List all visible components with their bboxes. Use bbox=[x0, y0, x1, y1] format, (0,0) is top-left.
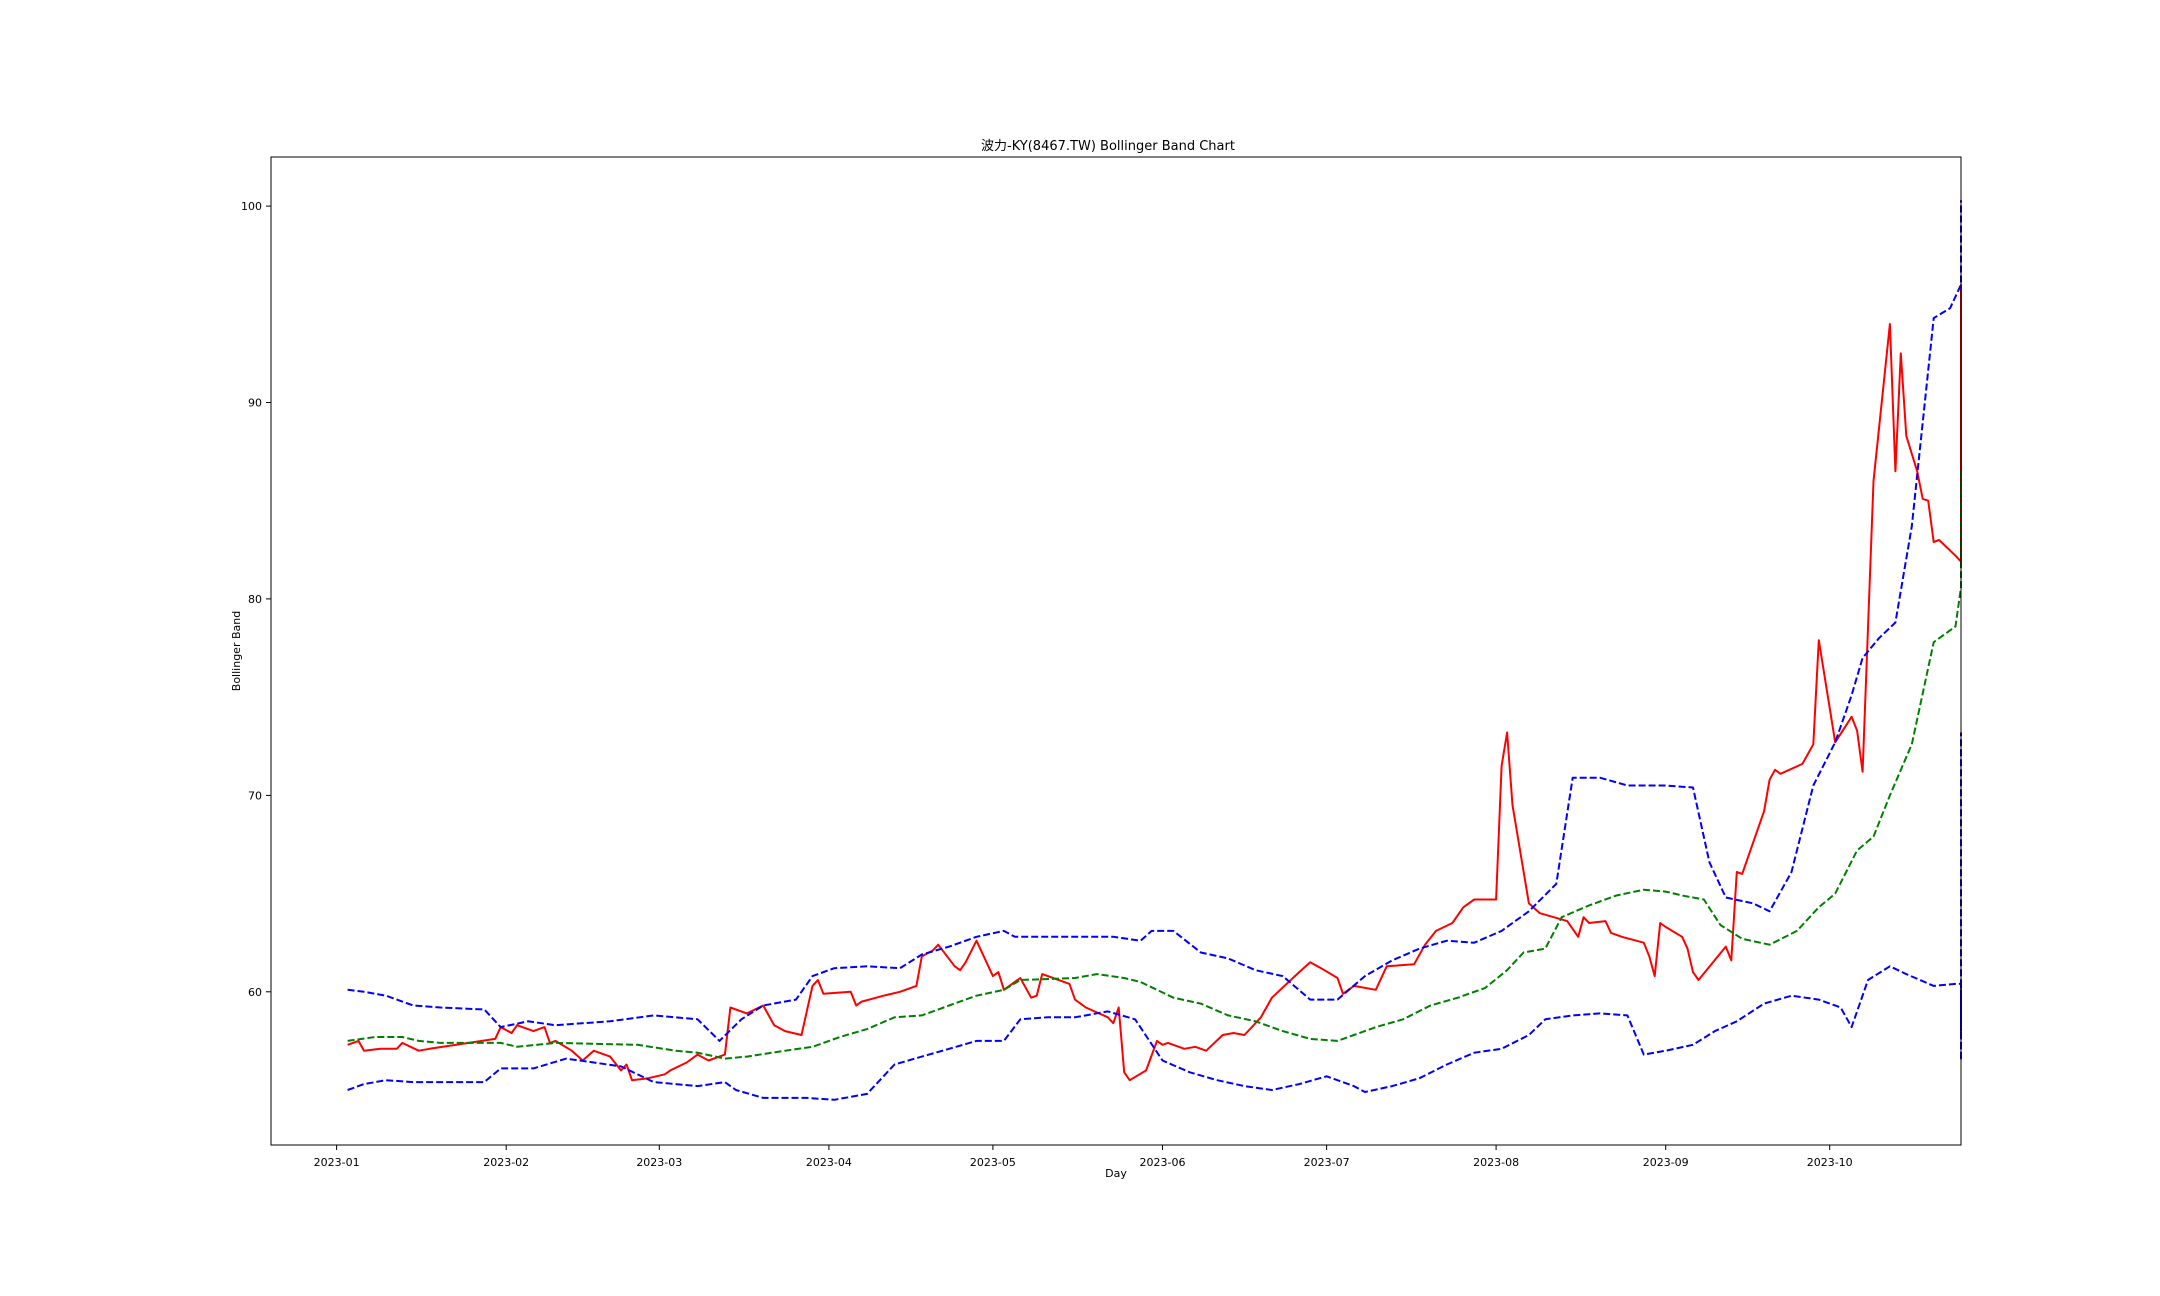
middle-band-line bbox=[347, 469, 1962, 1060]
y-tick-label: 100 bbox=[241, 200, 262, 213]
x-tick-label: 2023-09 bbox=[1643, 1156, 1689, 1169]
x-tick-label: 2023-10 bbox=[1807, 1156, 1853, 1169]
y-tick-label: 60 bbox=[248, 986, 262, 999]
lower-band-line bbox=[347, 732, 1962, 1101]
x-axis-label: Day bbox=[1105, 1167, 1127, 1180]
y-tick-label: 80 bbox=[248, 593, 262, 606]
x-tick-label: 2023-01 bbox=[314, 1156, 360, 1169]
x-tick-label: 2023-03 bbox=[636, 1156, 682, 1169]
x-tick-label: 2023-06 bbox=[1140, 1156, 1186, 1169]
x-tick-label: 2023-02 bbox=[483, 1156, 529, 1169]
y-axis: 60 70 80 90 100 bbox=[241, 200, 271, 999]
x-tick-label: 2023-07 bbox=[1304, 1156, 1350, 1169]
y-axis-label: Bollinger Band bbox=[230, 611, 243, 691]
x-tick-label: 2023-08 bbox=[1473, 1156, 1519, 1169]
upper-band-line bbox=[347, 200, 1962, 1042]
x-tick-label: 2023-04 bbox=[806, 1156, 852, 1169]
y-tick-label: 70 bbox=[248, 789, 262, 802]
price-line bbox=[347, 283, 1962, 1082]
plot-frame bbox=[270, 156, 1962, 1146]
y-tick-label: 90 bbox=[248, 397, 262, 410]
x-tick-label: 2023-05 bbox=[970, 1156, 1016, 1169]
chart-title: 波力-KY(8467.TW) Bollinger Band Chart bbox=[981, 139, 1235, 154]
series-layer bbox=[347, 200, 1962, 1101]
x-axis: 2023-01 2023-02 2023-03 2023-04 2023-05 2023-… bbox=[314, 1145, 1853, 1169]
